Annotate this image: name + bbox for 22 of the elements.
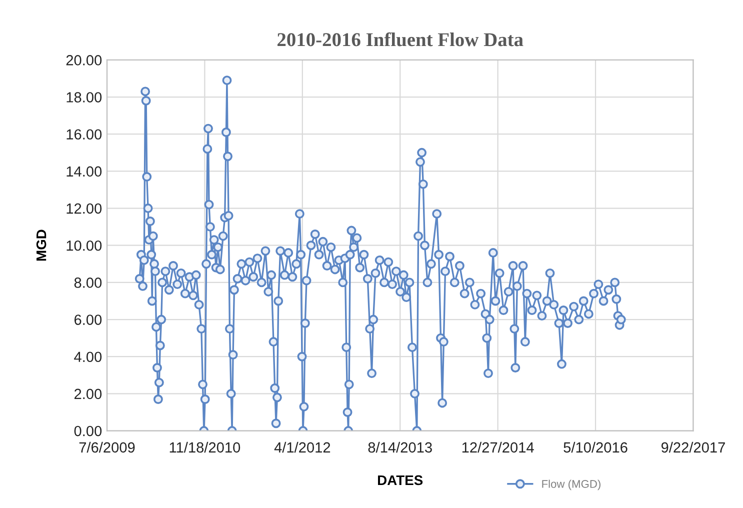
chart-title: 2010-2016 Influent Flow Data <box>278 32 524 46</box>
y-tick-label: 20.00 <box>66 55 102 66</box>
x-tick-label: 7/6/2009 <box>79 442 135 453</box>
x-tick-label: 12/27/2014 <box>462 442 534 453</box>
y-tick-label: 0.00 <box>74 426 102 436</box>
y-tick-label: 4.00 <box>74 352 102 362</box>
x-tick-label: 4/1/2012 <box>274 442 330 453</box>
y-tick-label: 12.00 <box>66 203 102 214</box>
y-axis-title: MGD <box>36 230 46 261</box>
x-axis-title: DATES <box>378 475 423 486</box>
x-tick-label: 8/14/2013 <box>368 442 432 453</box>
y-tick-label: 8.00 <box>74 278 102 288</box>
x-tick-label: 11/18/2010 <box>170 442 240 453</box>
y-tick-label: 14.00 <box>66 166 102 177</box>
y-tick-label: 10.00 <box>66 240 102 251</box>
legend-label: Flow (MGD) <box>542 480 600 490</box>
y-tick-label: 6.00 <box>74 314 102 325</box>
x-tick-label: 5/10/2016 <box>564 442 628 453</box>
y-tick-label: 2.00 <box>74 388 102 400</box>
x-tick-label: 9/22/2017 <box>661 442 725 453</box>
y-tick-label: 18.00 <box>66 92 102 102</box>
y-tick-label: 16.00 <box>66 129 102 140</box>
